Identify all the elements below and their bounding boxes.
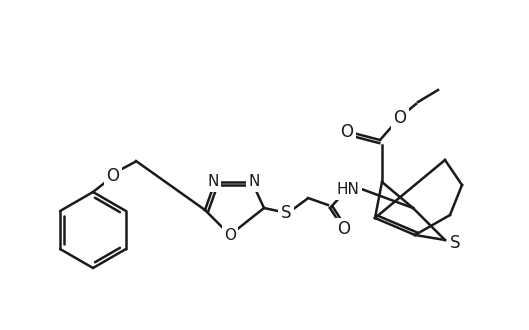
Text: S: S bbox=[281, 204, 291, 222]
Text: N: N bbox=[207, 175, 218, 189]
Text: O: O bbox=[224, 227, 236, 243]
Text: HN: HN bbox=[336, 182, 359, 197]
Text: O: O bbox=[394, 109, 406, 127]
Text: O: O bbox=[338, 220, 351, 238]
Text: S: S bbox=[450, 234, 460, 252]
Text: O: O bbox=[106, 167, 120, 185]
Text: N: N bbox=[248, 175, 260, 189]
Text: O: O bbox=[341, 123, 353, 141]
